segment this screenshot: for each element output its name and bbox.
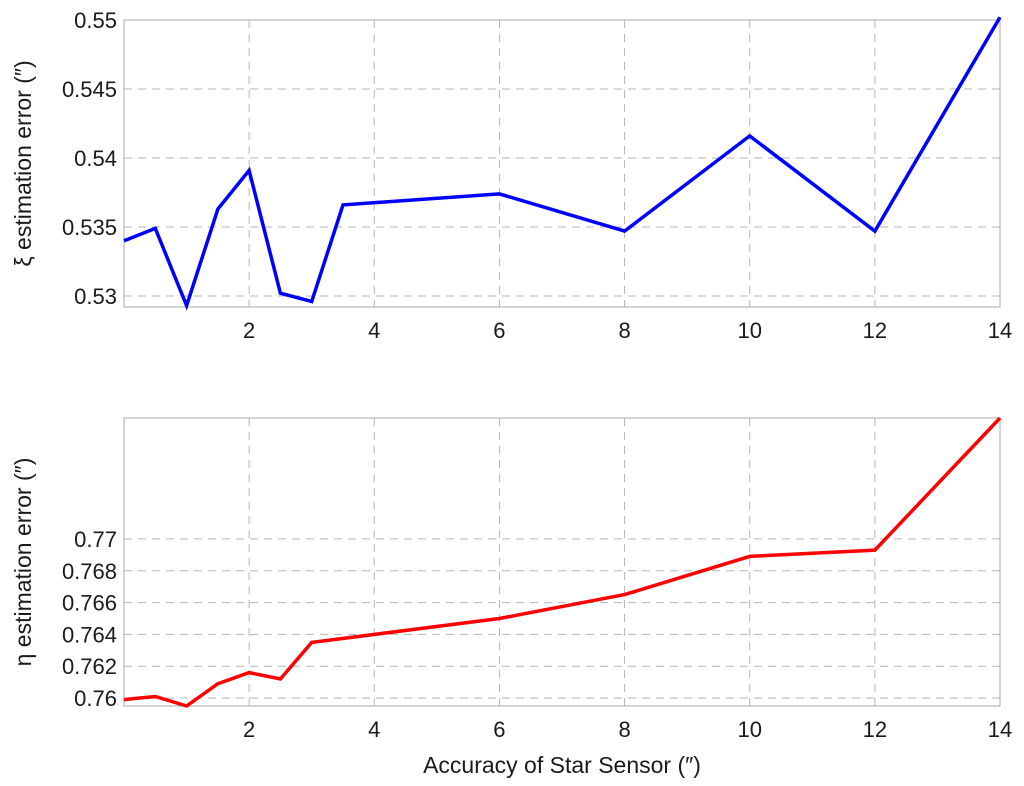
- eta-plot-grid: [124, 418, 1000, 706]
- eta-plot-y-tick-label: 0.76: [74, 686, 117, 711]
- xi-plot-y-ticks: 0.53 0.535 0.54 0.545 0.55: [62, 8, 117, 309]
- xi-plot-y-axis-label: ξ estimation error (″): [10, 60, 36, 266]
- xi-plot-x-tick-label: 2: [243, 318, 255, 343]
- eta-plot-y-ticks: 0.76 0.762 0.764 0.766 0.768 0.77: [62, 527, 117, 711]
- xi-plot-grid: [124, 20, 1000, 307]
- eta-plot-x-axis-label: Accuracy of Star Sensor (″): [423, 752, 701, 778]
- eta-plot-frame: [123, 417, 1001, 707]
- xi-plot-y-tick-label: 0.53: [74, 284, 117, 309]
- xi-error-line: [123, 16, 1002, 311]
- eta-plot-x-tick-label: 2: [243, 717, 255, 742]
- xi-plot-x-tick-label: 14: [988, 318, 1012, 343]
- xi-plot-x-tick-label: 8: [618, 318, 630, 343]
- xi-plot-x-tick-label: 6: [493, 318, 505, 343]
- xi-plot-y-tick-label: 0.535: [62, 215, 117, 240]
- eta-plot-x-tick-label: 4: [368, 717, 380, 742]
- eta-error-plot: 2 4 6 8 10 12 14 0.760.7620.7640.7660.7680.77 …: [10, 416, 1012, 778]
- eta-plot-x-ticks: 2 4 6 8 10 12 14: [243, 717, 1012, 742]
- eta-plot-x-tick-label: 8: [618, 717, 630, 742]
- xi-plot-y-tick-label: 0.545: [62, 77, 117, 102]
- eta-plot-x-tick-label: 14: [988, 717, 1012, 742]
- xi-plot-y-tick-label: 0.55: [74, 8, 117, 33]
- xi-plot-x-ticks: 2 4 6 8 10 12 14: [243, 318, 1012, 343]
- eta-plot-y-tick-label: 0.764: [62, 622, 117, 647]
- xi-error-plot: 2 4 6 8 10 12 14 0.53 0.535 0.54 0.545 0.55 ξ esti…: [10, 8, 1012, 343]
- xi-plot-frame: [123, 19, 1001, 308]
- eta-plot-x-tick-label: 10: [737, 717, 761, 742]
- eta-plot-y-tick-label: 0.768: [62, 559, 117, 584]
- eta-error-line: [123, 416, 1002, 708]
- xi-plot-x-tick-label: 12: [863, 318, 887, 343]
- eta-plot-x-tick-label: 6: [493, 717, 505, 742]
- xi-plot-x-tick-label: 4: [368, 318, 380, 343]
- eta-plot-y-tick-label: 0.762: [62, 654, 117, 679]
- eta-plot-series: [123, 416, 1002, 708]
- xi-plot-x-tick-label: 10: [737, 318, 761, 343]
- xi-plot-y-tick-label: 0.54: [74, 146, 117, 171]
- eta-plot-y-tick-label: 0.77: [74, 527, 117, 552]
- xi-plot-series: [123, 16, 1002, 311]
- eta-plot-x-tick-label: 12: [863, 717, 887, 742]
- eta-plot-y-axis-label: η estimation error (″): [10, 458, 36, 667]
- eta-plot-y-tick-label: 0.766: [62, 591, 117, 616]
